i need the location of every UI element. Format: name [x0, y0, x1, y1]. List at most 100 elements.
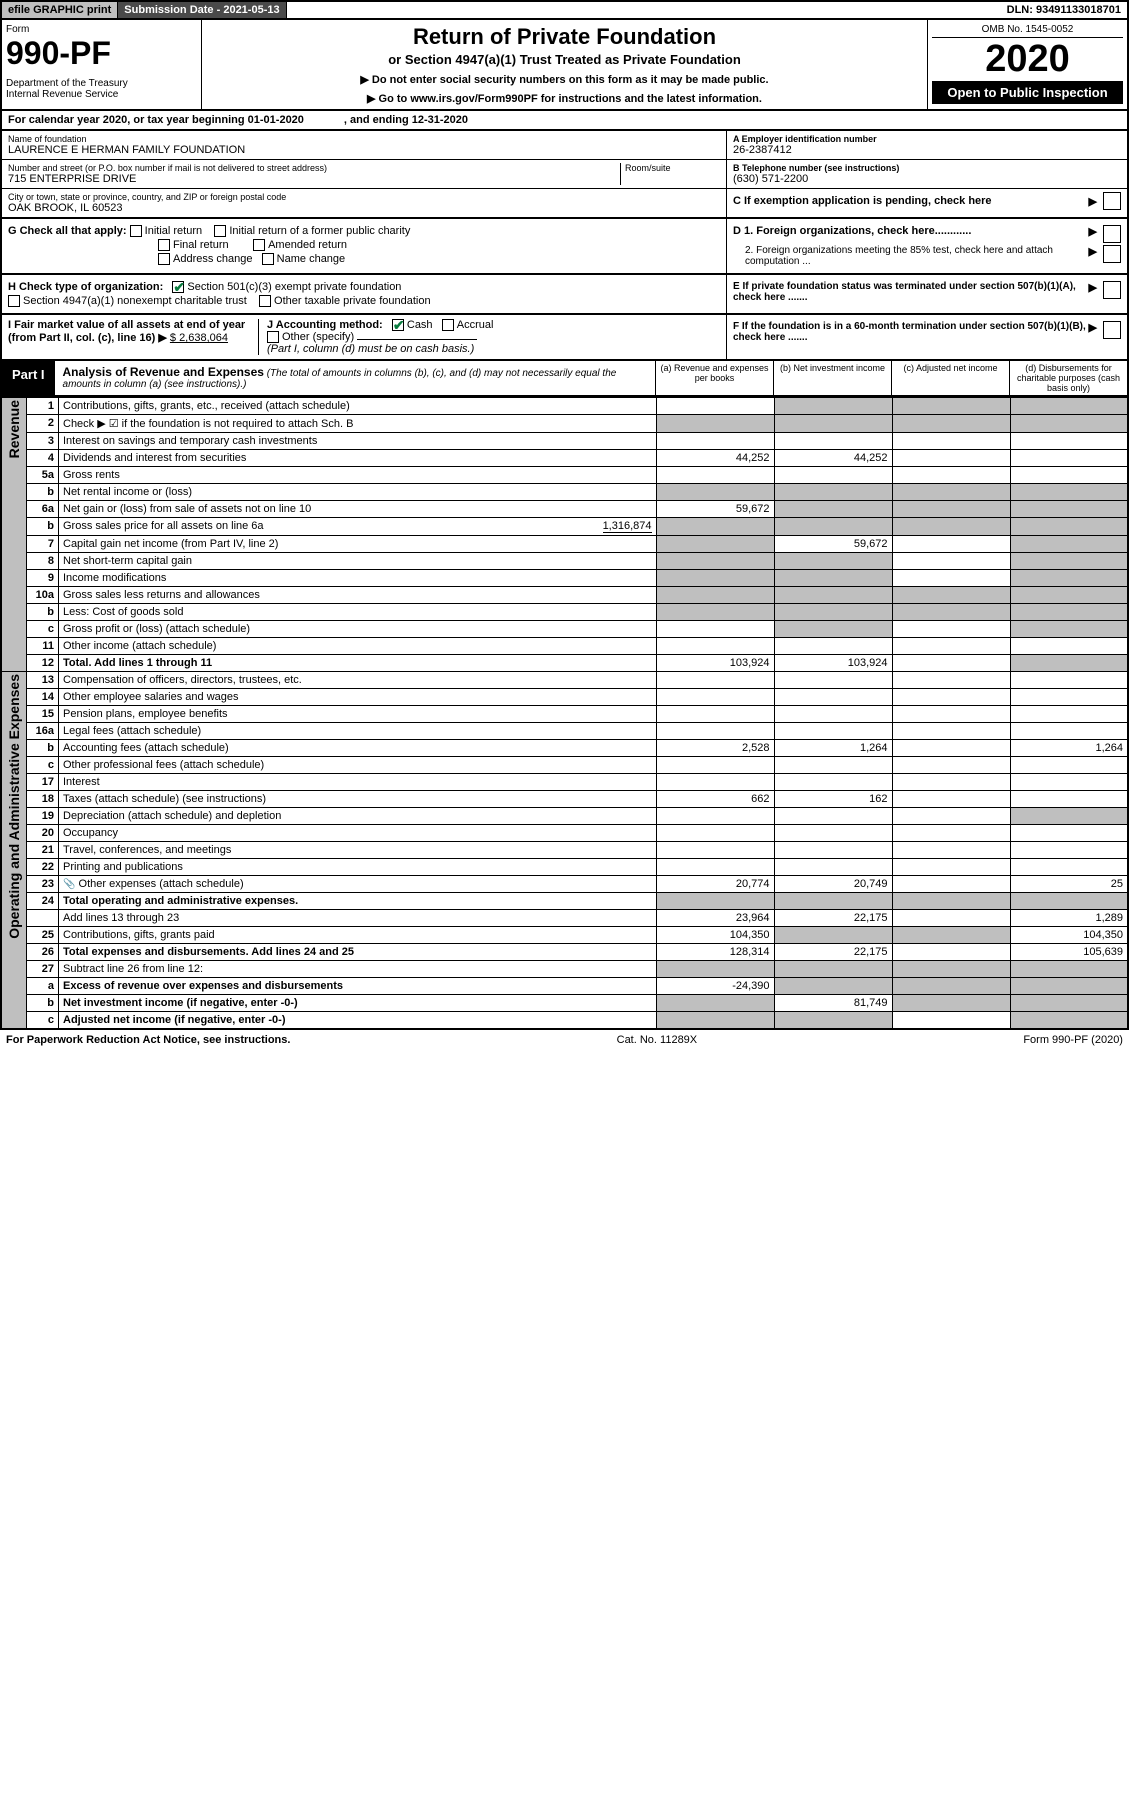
revenue-label: Revenue	[6, 400, 22, 458]
check-section-2: H Check type of organization: Section 50…	[0, 275, 1129, 315]
omb-number: OMB No. 1545-0052	[932, 24, 1123, 38]
table-row: bGross sales price for all assets on lin…	[1, 518, 1128, 536]
d2-label: 2. Foreign organizations meeting the 85%…	[733, 245, 1089, 267]
address: 715 ENTERPRISE DRIVE	[8, 173, 620, 185]
col-a: (a) Revenue and expenses per books	[655, 361, 773, 395]
expenses-label: Operating and Administrative Expenses	[6, 674, 22, 939]
table-row: 21Travel, conferences, and meetings	[1, 842, 1128, 859]
d1-label: D 1. Foreign organizations, check here..…	[733, 225, 1089, 243]
cb-501c3[interactable]	[172, 281, 184, 293]
col-b: (b) Net investment income	[773, 361, 891, 395]
i-value: $ 2,638,064	[170, 332, 228, 344]
c-checkbox[interactable]	[1103, 192, 1121, 210]
topbar: efile GRAPHIC print Submission Date - 20…	[0, 0, 1129, 20]
addr-label: Number and street (or P.O. box number if…	[8, 163, 620, 173]
table-row: 27Subtract line 26 from line 12:	[1, 961, 1128, 978]
cb-other-method[interactable]	[267, 331, 279, 343]
ein: 26-2387412	[733, 144, 1121, 156]
form-label: Form	[6, 24, 197, 35]
table-row: 17Interest	[1, 774, 1128, 791]
table-row: 25Contributions, gifts, grants paid104,3…	[1, 927, 1128, 944]
note-link: ▶ Go to www.irs.gov/Form990PF for instru…	[206, 92, 923, 105]
part1-header: Part I Analysis of Revenue and Expenses …	[0, 361, 1129, 397]
cb-initial-former[interactable]	[214, 225, 226, 237]
check-section-1: G Check all that apply: Initial return I…	[0, 219, 1129, 275]
part1-table: Revenue1Contributions, gifts, grants, et…	[0, 397, 1129, 1030]
footer-left: For Paperwork Reduction Act Notice, see …	[6, 1034, 290, 1046]
e-checkbox[interactable]	[1103, 281, 1121, 299]
table-row: cGross profit or (loss) (attach schedule…	[1, 621, 1128, 638]
form-title: Return of Private Foundation	[206, 24, 923, 50]
table-row: 16aLegal fees (attach schedule)	[1, 723, 1128, 740]
room-label: Room/suite	[620, 163, 720, 185]
table-row: 14Other employee salaries and wages	[1, 689, 1128, 706]
entity-info: Name of foundationLAURENCE E HERMAN FAMI…	[0, 131, 1129, 219]
table-row: 20Occupancy	[1, 825, 1128, 842]
cb-cash[interactable]	[392, 319, 404, 331]
table-row: 18Taxes (attach schedule) (see instructi…	[1, 791, 1128, 808]
d1-checkbox[interactable]	[1103, 225, 1121, 243]
g-label: G Check all that apply:	[8, 225, 127, 237]
table-row: 9Income modifications	[1, 570, 1128, 587]
table-row: cOther professional fees (attach schedul…	[1, 757, 1128, 774]
cb-accrual[interactable]	[442, 319, 454, 331]
table-row: bNet investment income (if negative, ent…	[1, 995, 1128, 1012]
col-c: (c) Adjusted net income	[891, 361, 1009, 395]
e-label: E If private foundation status was termi…	[733, 281, 1089, 303]
tel-label: B Telephone number (see instructions)	[733, 163, 1121, 173]
note-ssn: ▶ Do not enter social security numbers o…	[206, 73, 923, 86]
table-row: cAdjusted net income (if negative, enter…	[1, 1012, 1128, 1030]
table-row: Revenue1Contributions, gifts, grants, et…	[1, 398, 1128, 415]
table-row: 5aGross rents	[1, 467, 1128, 484]
calendar-year-row: For calendar year 2020, or tax year begi…	[0, 111, 1129, 131]
form-subtitle: or Section 4947(a)(1) Trust Treated as P…	[206, 52, 923, 67]
table-row: 22Printing and publications	[1, 859, 1128, 876]
check-section-3: I Fair market value of all assets at end…	[0, 315, 1129, 361]
c-label: C If exemption application is pending, c…	[733, 195, 1089, 207]
col-d: (d) Disbursements for charitable purpose…	[1009, 361, 1127, 395]
f-checkbox[interactable]	[1103, 321, 1121, 339]
telephone: (630) 571-2200	[733, 173, 1121, 185]
table-row: 3Interest on savings and temporary cash …	[1, 433, 1128, 450]
table-row: 6aNet gain or (loss) from sale of assets…	[1, 501, 1128, 518]
submission-date: Submission Date - 2021-05-13	[118, 2, 286, 18]
attach-icon[interactable]: 📎	[63, 879, 75, 890]
table-row: 24Total operating and administrative exp…	[1, 893, 1128, 910]
j-label: J Accounting method:	[267, 319, 383, 331]
cb-amended[interactable]	[253, 239, 265, 251]
table-row: 12Total. Add lines 1 through 11103,92410…	[1, 655, 1128, 672]
tax-year: 2020	[932, 38, 1123, 81]
cb-4947[interactable]	[8, 295, 20, 307]
footer-mid: Cat. No. 11289X	[617, 1034, 698, 1046]
table-row: bAccounting fees (attach schedule)2,5281…	[1, 740, 1128, 757]
form-header: Form 990-PF Department of the TreasuryIn…	[0, 20, 1129, 111]
open-public: Open to Public Inspection	[932, 81, 1123, 104]
table-row: bLess: Cost of goods sold	[1, 604, 1128, 621]
cb-other-tax[interactable]	[259, 295, 271, 307]
d2-checkbox[interactable]	[1103, 245, 1121, 263]
h-label: H Check type of organization:	[8, 281, 163, 293]
table-row: 26Total expenses and disbursements. Add …	[1, 944, 1128, 961]
cb-name[interactable]	[262, 253, 274, 265]
foundation-name: LAURENCE E HERMAN FAMILY FOUNDATION	[8, 144, 720, 156]
cb-initial[interactable]	[130, 225, 142, 237]
city-label: City or town, state or province, country…	[8, 192, 720, 202]
name-label: Name of foundation	[8, 134, 720, 144]
f-label: F If the foundation is in a 60-month ter…	[733, 321, 1089, 343]
table-row: 8Net short-term capital gain	[1, 553, 1128, 570]
form-number: 990-PF	[6, 35, 197, 72]
table-row: 7Capital gain net income (from Part IV, …	[1, 536, 1128, 553]
cb-final[interactable]	[158, 239, 170, 251]
table-row: Add lines 13 through 2323,96422,1751,289	[1, 910, 1128, 927]
cb-address[interactable]	[158, 253, 170, 265]
dln: DLN: 93491133018701	[1001, 2, 1127, 18]
table-row: 10aGross sales less returns and allowanc…	[1, 587, 1128, 604]
table-row: Operating and Administrative Expenses13C…	[1, 672, 1128, 689]
ein-label: A Employer identification number	[733, 134, 1121, 144]
footer-right: Form 990-PF (2020)	[1023, 1034, 1123, 1046]
table-row: 19Depreciation (attach schedule) and dep…	[1, 808, 1128, 825]
table-row: 2Check ▶ ☑ if the foundation is not requ…	[1, 415, 1128, 433]
efile-label: efile GRAPHIC print	[2, 2, 118, 18]
footer: For Paperwork Reduction Act Notice, see …	[0, 1030, 1129, 1050]
table-row: 11Other income (attach schedule)	[1, 638, 1128, 655]
